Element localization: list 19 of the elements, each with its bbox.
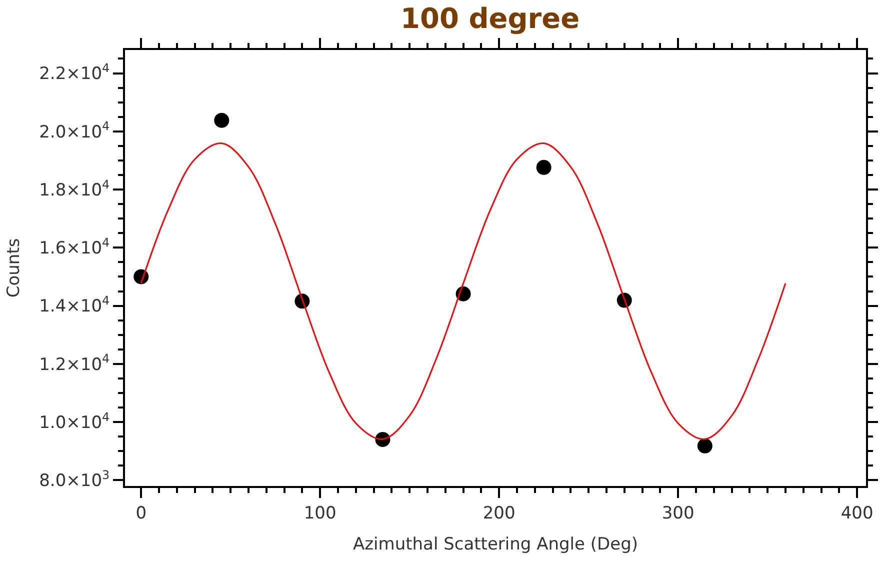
y-tick-label: 2.2×10$^{4}$	[39, 61, 110, 84]
y-tick-label: 2.0×10$^{4}$	[39, 119, 110, 142]
point	[214, 112, 230, 128]
y-tick-label: 1.4×10$^{4}$	[39, 294, 110, 317]
point	[536, 160, 552, 175]
x-axis-title: Azimuthal Scattering Angle (Deg)	[352, 534, 638, 554]
point	[697, 438, 712, 454]
y-tick-label: 1.0×10$^{4}$	[39, 410, 110, 433]
y-tick-label: 1.8×10$^{4}$	[39, 177, 110, 200]
y-axis-title: Counts	[4, 238, 24, 298]
x-tick-label: 100	[304, 503, 336, 524]
x-tick-label: 0	[136, 503, 147, 524]
x-tick-label: 200	[482, 503, 516, 524]
y-tick-label: 8.0×10$^{3}$	[39, 468, 110, 492]
y-tick-label: 1.2×10$^{4}$	[39, 352, 110, 375]
x-tick-label: 300	[662, 503, 694, 524]
chart-title: 100 degree	[400, 2, 580, 36]
x-tick-label: 400	[840, 503, 874, 524]
y-tick-label: 1.6×10$^{4}$	[39, 235, 110, 259]
